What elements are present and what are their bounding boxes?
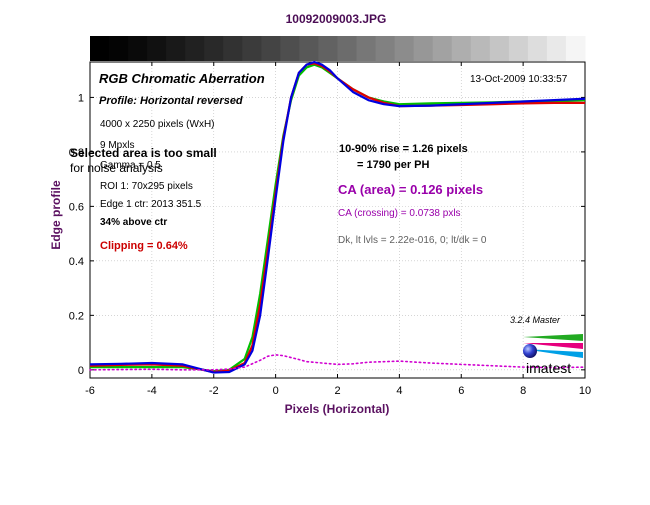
x-tick-label: 10 [579,385,591,397]
annotation-above-ctr: 34% above ctr [100,217,167,228]
chart-title: 10092009003.JPG [286,12,387,26]
annotation-dk-levels: Dk, lt lvls = 2.22e-016, 0; lt/dk = 0 [338,235,487,246]
x-tick-label: -2 [209,385,219,397]
y-axis-label: Edge profile [49,180,63,250]
ramp-step [546,36,567,61]
ramp-step [109,36,129,61]
y-tick-label: 1 [78,92,84,104]
plot-frame [89,61,586,379]
x-tick-label: 8 [520,385,526,397]
series-line-3 [89,354,586,371]
gray-ramp-strip [90,36,586,61]
y-tick-label: 0 [78,365,84,377]
ramp-step [166,36,186,61]
x-tick-label: 0 [273,385,279,397]
annotation-clipping: Clipping = 0.64% [100,240,188,252]
ramp-step [432,36,453,61]
x-tick-label: 6 [458,385,464,397]
ramp-step [280,36,300,61]
axis-ticks: -6 -4 -2 0 2 4 6 8 10 0 0.2 0.4 0.6 0.8 1 [69,62,591,397]
annotation-roi: ROI 1: 70x295 pixels [100,181,193,192]
ramp-step [223,36,243,61]
y-tick-label: 0.8 [69,147,84,159]
ramp-step [128,36,148,61]
noise-warning-line2: for noise analysis [70,161,163,175]
imatest-logo: imatest [523,334,583,376]
ramp-step [318,36,338,61]
x-tick-label: 2 [334,385,340,397]
annotation-header: RGB Chromatic Aberration [99,71,265,86]
ramp-step [451,36,472,61]
x-tick-label: 4 [396,385,402,397]
ramp-step [147,36,167,61]
annotation-edge-ctr: Edge 1 ctr: 2013 351.5 [100,199,202,210]
annotation-rise-line1: 10-90% rise = 1.26 pixels [339,143,468,155]
annotation-profile: Profile: Horizontal reversed [99,95,243,107]
ramp-step [299,36,319,61]
annotation-mpxls: 9 Mpxls [100,140,134,151]
annotation-gamma: Gamma = 0.5 [100,160,161,171]
ramp-step [565,36,586,61]
y-tick-label: 0.4 [69,256,84,268]
version-label: 3.2.4 Master [510,315,561,325]
ramp-step [356,36,377,61]
ramp-step [185,36,205,61]
ramp-step [90,36,110,61]
ramp-step [394,36,415,61]
ramp-step [489,36,510,61]
series-line-2 [89,60,586,374]
x-tick-label: -6 [85,385,95,397]
ramp-step [204,36,224,61]
ramp-step [508,36,529,61]
ramp-step [375,36,396,61]
x-tick-label: -4 [147,385,157,397]
ramp-step [527,36,548,61]
annotation-image-size: 4000 x 2250 pixels (WxH) [100,119,215,130]
ramp-step [413,36,434,61]
ramp-step [242,36,262,61]
annotation-ca-crossing: CA (crossing) = 0.0738 pxls [338,208,461,219]
x-axis-label: Pixels (Horizontal) [285,402,390,416]
annotation-datetime: 13-Oct-2009 10:33:57 [470,74,568,85]
annotation-ca-area: CA (area) = 0.126 pixels [338,182,483,197]
ramp-step [261,36,281,61]
series-group [89,60,586,374]
ramp-step [470,36,491,61]
annotation-rise-line2: = 1790 per PH [357,159,430,171]
noise-warning-line1: Selected area is too small [70,146,217,160]
ramp-step [337,36,358,61]
imatest-logo-text: imatest [526,360,571,376]
y-tick-label: 0.2 [69,310,84,322]
y-tick-label: 0.6 [69,201,84,213]
